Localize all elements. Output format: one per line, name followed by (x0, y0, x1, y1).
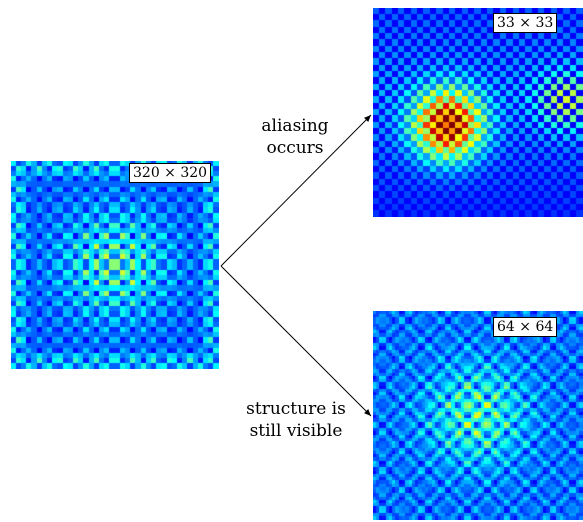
size-label-64: 64 × 64 (493, 317, 558, 337)
heatmap-33 (373, 8, 583, 217)
annotation-aliasing: aliasing occurs (240, 115, 350, 159)
annotation-aliasing-line2: occurs (266, 138, 324, 158)
annotation-structure: structure is still visible (231, 398, 361, 442)
arrow-to-bottom (220, 265, 372, 417)
annotation-structure-line2: still visible (249, 421, 343, 441)
heatmap-64 (373, 311, 583, 520)
arrow-to-top (220, 114, 372, 267)
heatmap-320 (11, 161, 219, 369)
annotation-structure-line1: structure is (246, 399, 346, 419)
size-label-33: 33 × 33 (493, 13, 558, 33)
annotation-aliasing-line1: aliasing (261, 116, 329, 136)
size-label-320: 320 × 320 (129, 163, 212, 183)
